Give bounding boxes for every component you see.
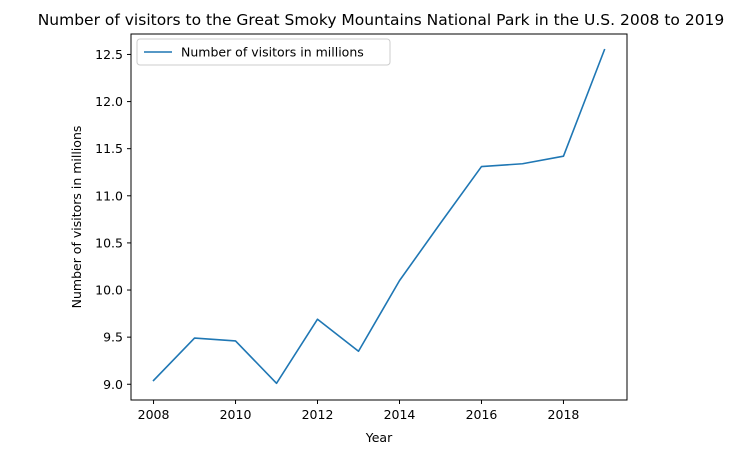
chart-title: Number of visitors to the Great Smoky Mo… <box>38 11 725 29</box>
x-tick-label: 2012 <box>302 407 334 422</box>
x-tick-label: 2008 <box>138 407 170 422</box>
plot-frame <box>130 33 628 401</box>
y-axis-label: Number of visitors in millions <box>69 126 84 309</box>
series-group <box>152 48 606 385</box>
y-tick-label: 10.5 <box>95 235 123 250</box>
legend: Number of visitors in millions <box>136 38 391 66</box>
y-tick-label: 12.0 <box>95 94 123 109</box>
y-tick-label: 9.0 <box>103 377 123 392</box>
series-line-0 <box>152 48 606 385</box>
y-tick-label: 12.5 <box>95 47 123 62</box>
plot-area <box>131 34 627 400</box>
x-tick-label: 2010 <box>220 407 252 422</box>
y-axis-ticks: 9.0 9.5 10.0 10.5 11.0 11.5 12.0 12.5 <box>95 47 131 392</box>
y-tick-label: 10.0 <box>95 283 123 298</box>
x-axis-label: Year <box>365 430 393 445</box>
x-axis-ticks: 2008 2010 2012 2014 2016 2018 <box>138 400 580 422</box>
y-tick-label: 9.5 <box>103 330 123 345</box>
x-tick-label: 2018 <box>548 407 580 422</box>
legend-box <box>136 38 391 66</box>
legend-label: Number of visitors in millions <box>181 45 364 60</box>
y-tick-label: 11.5 <box>95 141 123 156</box>
x-tick-label: 2016 <box>466 407 498 422</box>
x-tick-label: 2014 <box>384 407 416 422</box>
y-tick-label: 11.0 <box>95 188 123 203</box>
